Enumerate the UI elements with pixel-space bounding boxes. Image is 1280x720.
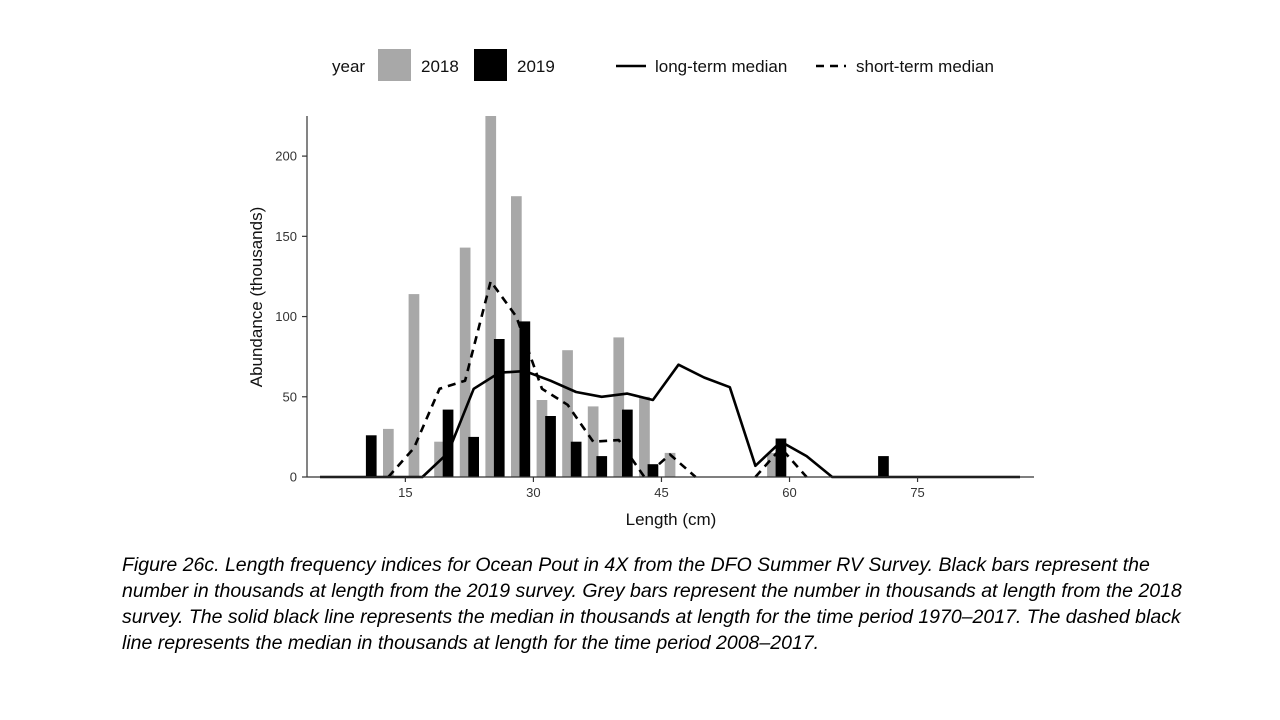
legend-swatch-2019 xyxy=(474,49,507,81)
bar-2019-38cm xyxy=(596,456,608,477)
bar-2018-37cm xyxy=(587,406,599,477)
legend-title: year xyxy=(332,57,365,76)
bar-2018-31cm xyxy=(536,400,548,477)
bar-2019-11cm xyxy=(365,435,377,477)
bar-2018-43cm xyxy=(639,396,650,477)
legend-swatch-2018 xyxy=(378,49,411,81)
series-2018-bars xyxy=(383,116,778,477)
bar-2018-13cm xyxy=(383,428,394,477)
y-tick-label: 150 xyxy=(275,229,297,244)
legend-label-2018: 2018 xyxy=(421,57,459,76)
legend: year 2018 2019 long-term median short-te… xyxy=(332,49,994,81)
bar-2018-40cm xyxy=(613,337,625,477)
y-tick-label: 100 xyxy=(275,309,297,324)
bar-2019-26cm xyxy=(493,339,505,477)
bar-2019-32cm xyxy=(545,416,556,477)
bar-2018-58cm xyxy=(767,452,778,477)
y-tick-label: 0 xyxy=(290,470,297,485)
figure-caption: Figure 26c. Length frequency indices for… xyxy=(122,554,1182,654)
bar-2018-25cm xyxy=(485,116,497,477)
bar-2019-23cm xyxy=(468,436,479,477)
y-tick-label: 50 xyxy=(283,389,297,404)
legend-label-short-term: short-term median xyxy=(856,57,994,76)
x-tick-label: 30 xyxy=(526,485,540,500)
bar-2018-46cm xyxy=(664,452,676,477)
bar-2019-35cm xyxy=(570,441,582,477)
bar-2019-41cm xyxy=(622,409,633,477)
bar-2018-28cm xyxy=(511,196,522,477)
x-tick-label: 60 xyxy=(782,485,796,500)
bar-2019-71cm xyxy=(878,456,889,477)
y-axis-title: Abundance (thousands) xyxy=(247,207,266,388)
bar-2019-20cm xyxy=(442,409,454,477)
bar-2018-22cm xyxy=(459,247,471,477)
line-long-term-median xyxy=(320,363,1020,479)
median-lines xyxy=(320,279,1020,479)
y-axis-ticks: 0 50 100 150 200 xyxy=(275,149,307,485)
x-tick-label: 75 xyxy=(910,485,924,500)
legend-label-2019: 2019 xyxy=(517,57,555,76)
x-axis-title: Length (cm) xyxy=(626,510,717,529)
bar-2018-34cm xyxy=(562,350,573,477)
bar-2018-16cm xyxy=(408,294,420,477)
x-axis-ticks: 15 30 45 60 75 xyxy=(398,477,925,500)
x-tick-label: 15 xyxy=(398,485,412,500)
y-tick-label: 200 xyxy=(275,149,297,164)
bar-2019-59cm xyxy=(775,438,787,477)
bar-2019-29cm xyxy=(519,321,531,477)
length-frequency-chart: year 2018 2019 long-term median short-te… xyxy=(247,49,1034,529)
line-short-term-median-segment-1 xyxy=(387,279,697,479)
x-tick-label: 45 xyxy=(654,485,668,500)
legend-label-long-term: long-term median xyxy=(655,57,787,76)
